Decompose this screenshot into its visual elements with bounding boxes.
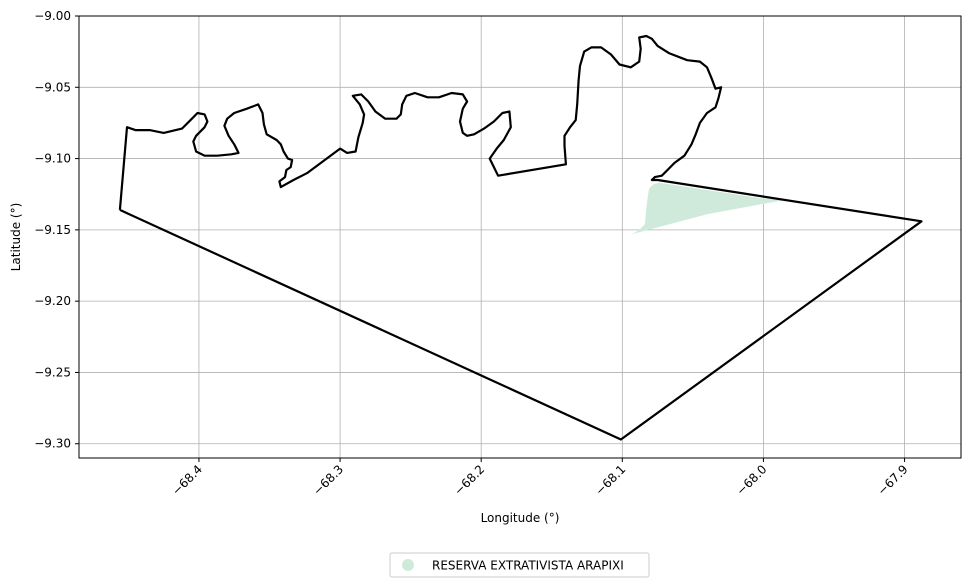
x-tick-label: −68.4 <box>169 462 205 498</box>
x-axis-label: Longitude (°) <box>481 511 560 525</box>
x-tick-label: −68.3 <box>310 462 346 498</box>
grid-lines <box>79 15 961 458</box>
y-tick-label: −9.30 <box>34 437 71 451</box>
y-tick-label: −9.25 <box>34 365 71 379</box>
plot-frame <box>78 15 962 459</box>
legend-entry-label: RESERVA EXTRATIVISTA ARAPIXI <box>432 559 624 573</box>
legend-box <box>389 552 650 578</box>
y-tick-label: −9.10 <box>34 152 71 166</box>
y-axis-ticks: −9.30 −9.25 −9.20 −9.15 −9.10 −9.05 −9.00 <box>34 9 79 451</box>
y-tick-label: −9.15 <box>34 223 71 237</box>
reserve-fill-layer <box>632 182 785 235</box>
x-tick-label: −68.0 <box>734 462 770 498</box>
x-axis-ticks: −68.4 −68.3 −68.2 −68.1 −68.0 −67.9 <box>169 458 911 498</box>
y-tick-label: −9.05 <box>34 80 71 94</box>
y-axis-label: Latitude (°) <box>9 203 23 272</box>
y-tick-label: −9.00 <box>34 9 71 23</box>
legend-marker <box>402 559 414 571</box>
legend: RESERVA EXTRATIVISTA ARAPIXI <box>389 552 650 578</box>
x-tick-label: −68.1 <box>593 462 629 498</box>
y-tick-label: −9.20 <box>34 294 71 308</box>
reserve-area <box>632 182 785 235</box>
boundary-outline-layer <box>118 34 923 441</box>
x-tick-label: −68.2 <box>451 462 487 498</box>
x-tick-label: −67.9 <box>875 462 911 498</box>
reserve-boundary <box>118 34 923 441</box>
